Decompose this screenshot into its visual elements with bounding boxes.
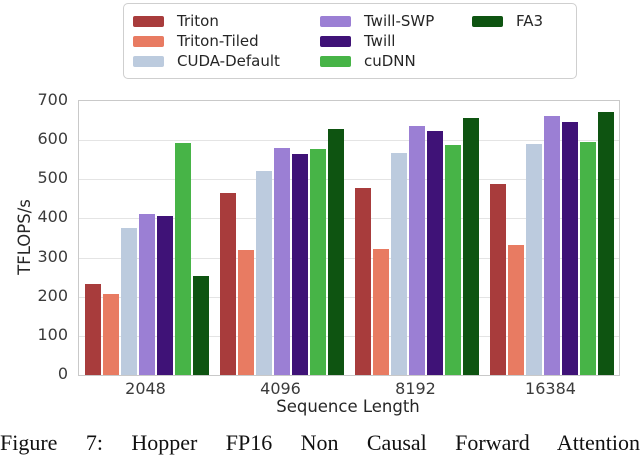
- bar-group-8192: [349, 101, 484, 375]
- bar-twill-8192: [426, 131, 443, 375]
- bar-cudnn-16384: [579, 142, 596, 375]
- y-tick-label-100: 100: [37, 325, 68, 344]
- bar-triton-tiled-16384: [507, 245, 524, 375]
- legend-item-twill: Twill: [320, 31, 472, 51]
- bar-twill-swp-4096: [273, 148, 290, 375]
- bar-cuda-default-2048: [120, 228, 137, 375]
- x-tick-label-4096: 4096: [260, 379, 301, 398]
- gridline-300: [79, 258, 619, 259]
- y-tick-label-700: 700: [37, 90, 68, 109]
- legend-item-twill-swp: Twill-SWP: [320, 11, 472, 31]
- bar-twill-swp-8192: [408, 126, 425, 375]
- bar-triton-2048: [84, 284, 101, 375]
- bar-fa3-2048: [192, 276, 209, 375]
- legend-item-fa3: FA3: [472, 11, 576, 32]
- gridline-600: [79, 140, 619, 141]
- figure-caption: Figure 7: Hopper FP16 Non Causal Forward…: [0, 430, 640, 455]
- bar-cudnn-2048: [174, 143, 191, 375]
- bar-groups: [79, 101, 619, 375]
- bar-twill-2048: [156, 216, 173, 375]
- bar-group-2048: [79, 101, 214, 375]
- y-tick-label-200: 200: [37, 286, 68, 305]
- legend-item-triton: Triton: [133, 11, 320, 31]
- y-tick-label-300: 300: [37, 247, 68, 266]
- bar-cuda-default-8192: [390, 153, 407, 375]
- legend-column-1: Triton Triton-Tiled CUDA-Default: [133, 11, 320, 71]
- legend-column-3: FA3: [472, 11, 576, 71]
- legend-label: FA3: [516, 12, 544, 31]
- bar-triton-tiled-2048: [102, 294, 119, 375]
- bar-fa3-8192: [462, 118, 479, 375]
- x-tick-label-2048: 2048: [125, 379, 166, 398]
- legend-swatch-icon: [320, 35, 351, 47]
- bar-group-4096: [214, 101, 349, 375]
- legend-item-triton-tiled: Triton-Tiled: [133, 31, 320, 51]
- bar-fa3-16384: [597, 112, 614, 375]
- y-tick-label-400: 400: [37, 207, 68, 226]
- legend-item-cudnn: cuDNN: [320, 51, 472, 71]
- gridline-500: [79, 179, 619, 180]
- legend-label: Twill-SWP: [364, 12, 435, 30]
- y-tick-label-600: 600: [37, 129, 68, 148]
- legend-swatch-icon: [133, 15, 164, 27]
- bar-cuda-default-4096: [255, 171, 272, 375]
- bar-cudnn-8192: [444, 145, 461, 375]
- legend-item-cuda-default: CUDA-Default: [133, 51, 320, 71]
- bar-triton-16384: [489, 184, 506, 375]
- bar-triton-tiled-4096: [237, 250, 254, 375]
- bar-twill-swp-16384: [543, 116, 560, 375]
- legend-swatch-icon: [133, 35, 164, 47]
- chart-legend: Triton Triton-Tiled CUDA-Default Twill-SWP T…: [123, 3, 577, 79]
- bar-triton-4096: [219, 193, 236, 375]
- legend-swatch-icon: [133, 55, 164, 67]
- bar-triton-tiled-8192: [372, 249, 389, 375]
- legend-label: Triton: [177, 12, 219, 30]
- bar-group-16384: [484, 101, 619, 375]
- x-axis-label: Sequence Length: [276, 397, 420, 416]
- gridline-200: [79, 297, 619, 298]
- legend-label: cuDNN: [364, 52, 416, 70]
- x-tick-label-16384: 16384: [525, 379, 576, 398]
- bar-cuda-default-16384: [525, 144, 542, 375]
- bar-fa3-4096: [327, 129, 344, 375]
- legend-label: CUDA-Default: [177, 52, 280, 70]
- gridline-100: [79, 336, 619, 337]
- legend-column-2: Twill-SWP Twill cuDNN: [320, 11, 472, 71]
- legend-swatch-icon: [472, 15, 503, 27]
- legend-swatch-icon: [320, 55, 351, 67]
- bar-twill-16384: [561, 122, 578, 375]
- bar-twill-swp-2048: [138, 214, 155, 375]
- plot-area: [78, 100, 620, 376]
- gridline-400: [79, 218, 619, 219]
- bar-twill-4096: [291, 154, 308, 375]
- x-tick-label-8192: 8192: [395, 379, 436, 398]
- legend-label: Twill: [364, 32, 396, 50]
- y-tick-label-0: 0: [57, 364, 68, 383]
- bar-triton-8192: [354, 188, 371, 375]
- legend-label: Triton-Tiled: [177, 32, 259, 50]
- legend-swatch-icon: [320, 15, 351, 27]
- y-tick-label-500: 500: [37, 168, 68, 187]
- bar-cudnn-4096: [309, 149, 326, 375]
